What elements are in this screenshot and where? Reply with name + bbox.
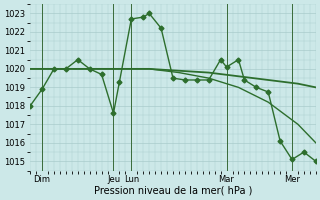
X-axis label: Pression niveau de la mer( hPa ): Pression niveau de la mer( hPa ) (94, 186, 252, 196)
